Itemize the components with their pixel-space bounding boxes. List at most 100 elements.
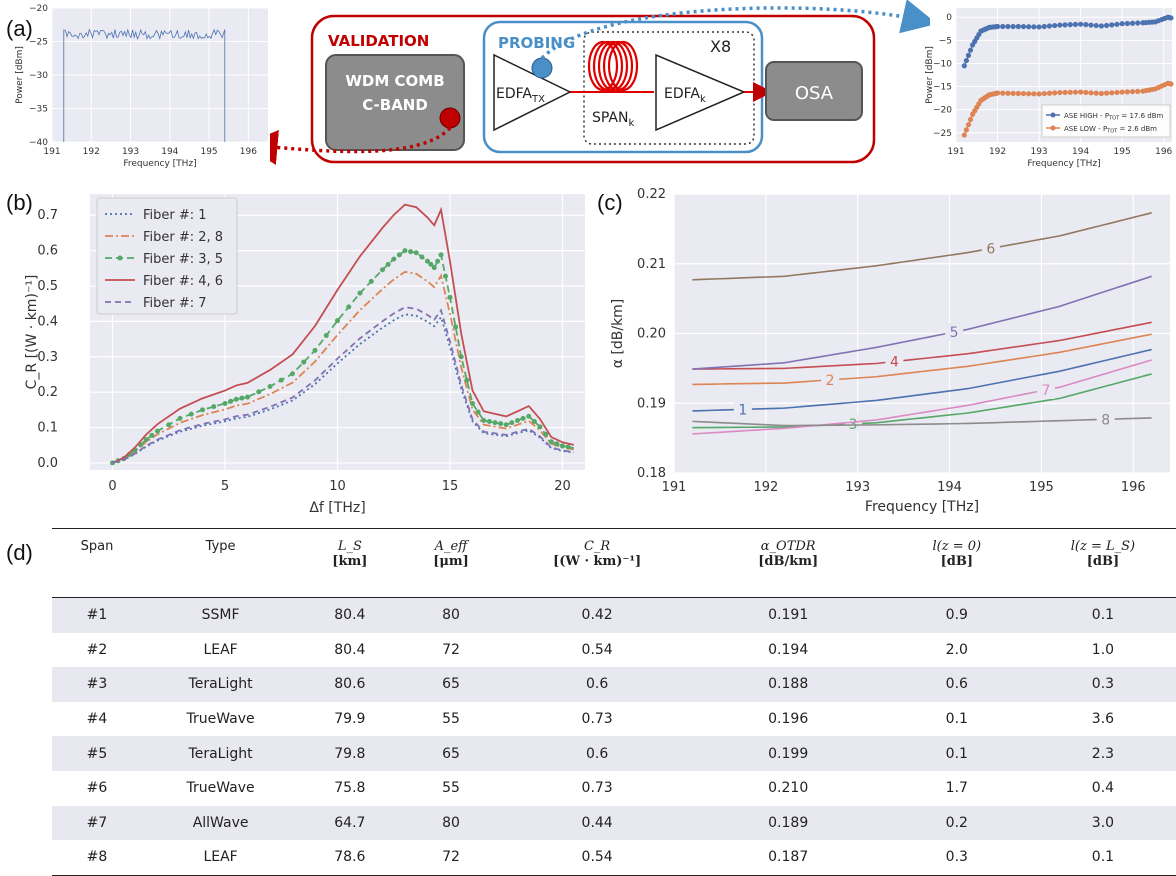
x-tick-label: 196 <box>240 147 257 157</box>
y-tick-label: 0.4 <box>37 314 58 329</box>
ase-point <box>1083 22 1088 27</box>
cr-marker <box>403 248 408 253</box>
table-row: #5 TeraLight 79.8 65 0.6 0.199 0.1 2.3 <box>52 736 1176 771</box>
ase-point <box>1057 22 1062 27</box>
ase-point <box>1062 22 1067 27</box>
table-cell: 0.1 <box>1030 840 1176 875</box>
table-cell: 0.73 <box>502 771 693 806</box>
ase-point <box>1062 90 1067 95</box>
cr-marker <box>549 439 554 444</box>
ase-point <box>1047 23 1052 28</box>
table-row: #3 TeraLight 80.6 65 0.6 0.188 0.6 0.3 <box>52 667 1176 702</box>
table-cell: 0.199 <box>693 736 884 771</box>
y-tick-label: 0.19 <box>637 396 666 411</box>
cr-marker <box>538 424 543 429</box>
header-span: Span <box>52 529 142 598</box>
cr-marker <box>397 252 402 257</box>
ase-point <box>1073 90 1078 95</box>
table-cell: #4 <box>52 702 142 737</box>
table-cell: 0.1 <box>884 736 1030 771</box>
table-cell: 78.6 <box>299 840 400 875</box>
ase-point <box>1114 22 1119 27</box>
ase-point <box>1130 21 1135 26</box>
x-tick-label: 193 <box>122 147 139 157</box>
panel-label-d: (d) <box>6 540 33 566</box>
table-row: #8 LEAF 78.6 72 0.54 0.187 0.3 0.1 <box>52 840 1176 875</box>
x-tick-label: 196 <box>1121 480 1146 495</box>
y-tick-label: 0.21 <box>637 257 666 272</box>
ase-point <box>1036 91 1041 96</box>
table-cell: 79.9 <box>299 702 400 737</box>
ase-point <box>1057 90 1062 95</box>
header-aeff: A_eff [μm] <box>400 529 501 598</box>
cr-marker <box>234 397 239 402</box>
x-tick-label: 191 <box>947 147 964 157</box>
table-cell: 0.194 <box>693 633 884 668</box>
table-cell: 0.187 <box>693 840 884 875</box>
header-cr: C_R [(W · km)⁻¹] <box>502 529 693 598</box>
ase-point <box>995 90 1000 95</box>
table-cell: 55 <box>400 702 501 737</box>
table-cell: 0.210 <box>693 771 884 806</box>
table-row: #6 TrueWave 75.8 55 0.73 0.210 1.7 0.4 <box>52 771 1176 806</box>
x-tick-label: 192 <box>83 147 100 157</box>
x-tick-label: 5 <box>221 479 229 494</box>
cr-marker <box>493 420 498 425</box>
table-cell: AllWave <box>142 806 299 841</box>
table-cell: 0.2 <box>884 806 1030 841</box>
x-tick-label: 191 <box>662 480 687 495</box>
legend-label: Fiber #: 7 <box>143 296 207 311</box>
ase-point <box>1036 24 1041 29</box>
table-cell: #5 <box>52 736 142 771</box>
table-cell: #7 <box>52 806 142 841</box>
y-tick-label: 0.0 <box>37 456 58 471</box>
cr-marker <box>448 295 453 300</box>
cr-marker <box>566 445 571 450</box>
cr-marker <box>335 318 340 323</box>
cr-marker <box>443 274 448 279</box>
table-cell: 80 <box>400 806 501 841</box>
x-tick-label: 0 <box>108 479 116 494</box>
table-cell: 0.189 <box>693 806 884 841</box>
cr-marker <box>301 360 306 365</box>
ase-point <box>1104 23 1109 28</box>
legend-marker <box>1051 113 1056 118</box>
ase-point <box>964 127 969 132</box>
x-tick-label: 195 <box>1114 147 1131 157</box>
table-cell: 79.8 <box>299 736 400 771</box>
ase-point <box>1011 91 1016 96</box>
ase-point <box>1016 24 1021 29</box>
table-cell: 0.1 <box>884 702 1030 737</box>
y-tick-label: −25 <box>933 129 952 139</box>
cr-marker <box>268 384 273 389</box>
y-tick-label: −30 <box>29 71 48 81</box>
x-tick-label: 10 <box>329 479 346 494</box>
y-tick-label: 0.20 <box>637 327 666 342</box>
cr-marker <box>346 304 351 309</box>
table-cell: #6 <box>52 771 142 806</box>
cr-marker <box>435 259 440 264</box>
ase-point <box>966 53 971 58</box>
y-axis-label: Power [dBm] <box>925 46 935 104</box>
x-axis-label: Δf [THz] <box>309 500 365 516</box>
table-cell: 65 <box>400 667 501 702</box>
x-tick-label: 195 <box>1029 480 1054 495</box>
x-axis-label: Frequency [THz] <box>1027 159 1100 169</box>
comb-spectrum-chart: 191 192 193 194 195 196 −20 −25 −30 −35 −40 Frequen… <box>0 0 300 180</box>
ase-spectrum-chart: 191 192 193 194 195 1960−5−10−15−20−25ASE HIG… <box>920 0 1176 180</box>
header-length: L_S [km] <box>299 529 400 598</box>
table-cell: 2.3 <box>1030 736 1176 771</box>
ase-point <box>1078 22 1083 27</box>
table-cell: SSMF <box>142 598 299 633</box>
table-cell: LEAF <box>142 633 299 668</box>
table-cell: 0.3 <box>1030 667 1176 702</box>
table-cell: #1 <box>52 598 142 633</box>
osa-label: OSA <box>795 83 834 104</box>
table-cell: 0.4 <box>1030 771 1176 806</box>
inline-series-label: 6 <box>986 241 995 257</box>
cr-marker <box>149 433 154 438</box>
ase-point <box>1068 22 1073 27</box>
ase-point <box>1011 24 1016 29</box>
y-axis-label: Power [dBm] <box>15 46 25 104</box>
ase-point <box>1088 22 1093 27</box>
